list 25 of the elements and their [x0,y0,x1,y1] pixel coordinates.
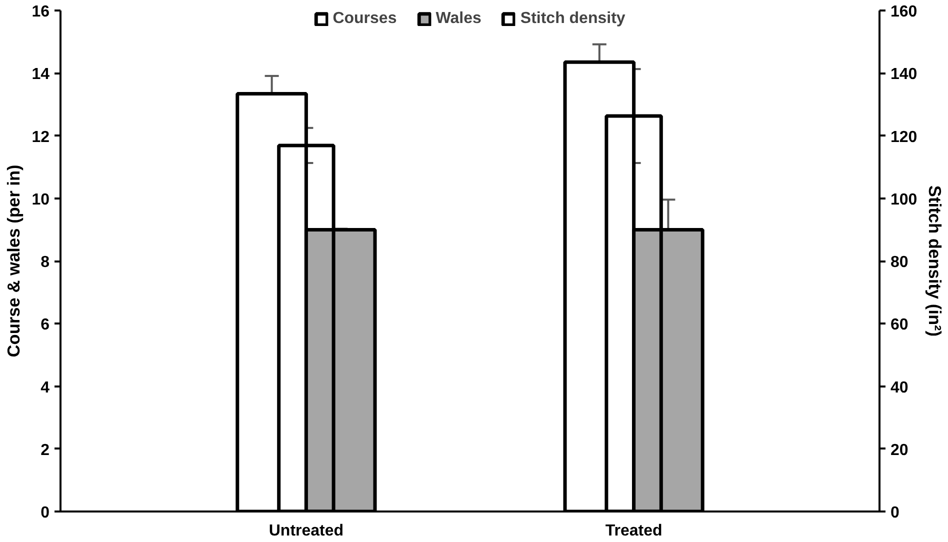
x-tick-label: Treated [605,522,662,540]
y-tick-label: 0 [40,504,50,522]
y-tick-label: 6 [40,316,50,334]
y-tick-label: 12 [32,128,50,146]
x-tick-label: Untreated [268,522,344,540]
y2-axis-title: Stitch density (in²) [925,185,946,337]
y2-tick-label: 160 [890,4,918,20]
y-tick-label: 8 [40,254,50,271]
y-tick-label: 16 [32,4,50,20]
y2-tick-label: 100 [890,191,918,208]
legend-label: Courses [332,10,397,28]
y-axis-title: Course & wales (per in) [4,164,24,358]
y2-tick-label: 20 [890,442,908,459]
y2-tick-label: 80 [890,254,908,271]
y2-tick-label: 60 [890,316,908,334]
y-tick-label: 10 [32,191,50,208]
y2-tick-label: 120 [890,128,918,146]
y-tick-label: 2 [40,442,50,459]
y-tick-label: 14 [32,66,50,84]
y2-tick-label: 40 [890,379,908,396]
legend-label: Stitch density [520,10,626,28]
legend-label: Wales [436,10,482,28]
y-tick-label: 4 [40,379,50,396]
y2-tick-label: 140 [890,66,918,84]
y2-tick-label: 0 [890,504,900,522]
